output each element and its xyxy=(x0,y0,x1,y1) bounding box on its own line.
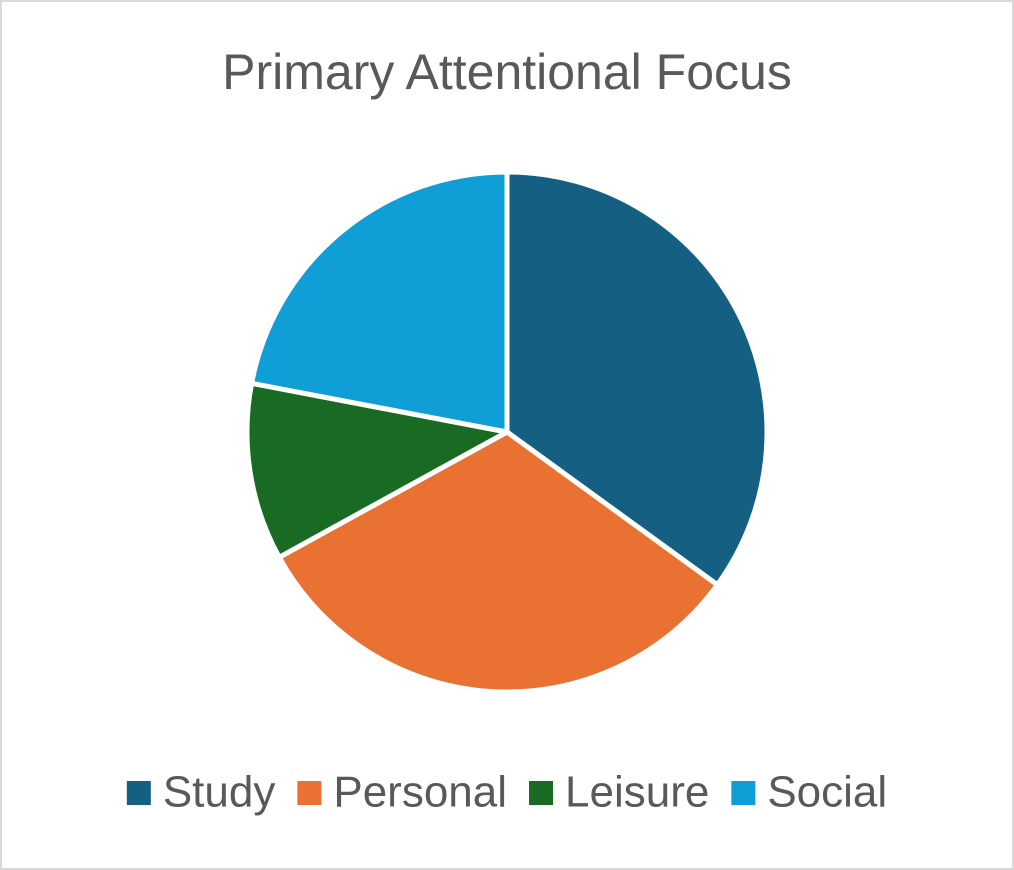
legend-label: Social xyxy=(767,768,887,817)
pie-slice xyxy=(276,429,720,695)
legend-label: Study xyxy=(163,768,276,817)
legend-swatch xyxy=(529,781,554,805)
legend-label: Leisure xyxy=(565,768,709,817)
chart-title: Primary Attentional Focus xyxy=(222,44,792,100)
pie-slice xyxy=(244,380,510,560)
legend: Study Personal Leisure Social xyxy=(126,768,887,817)
pie-slice xyxy=(249,169,510,435)
legend-swatch xyxy=(731,781,756,805)
legend-swatch xyxy=(126,781,151,805)
pie-slice xyxy=(504,169,770,588)
legend-label: Personal xyxy=(333,768,507,817)
legend-swatch xyxy=(297,781,322,805)
